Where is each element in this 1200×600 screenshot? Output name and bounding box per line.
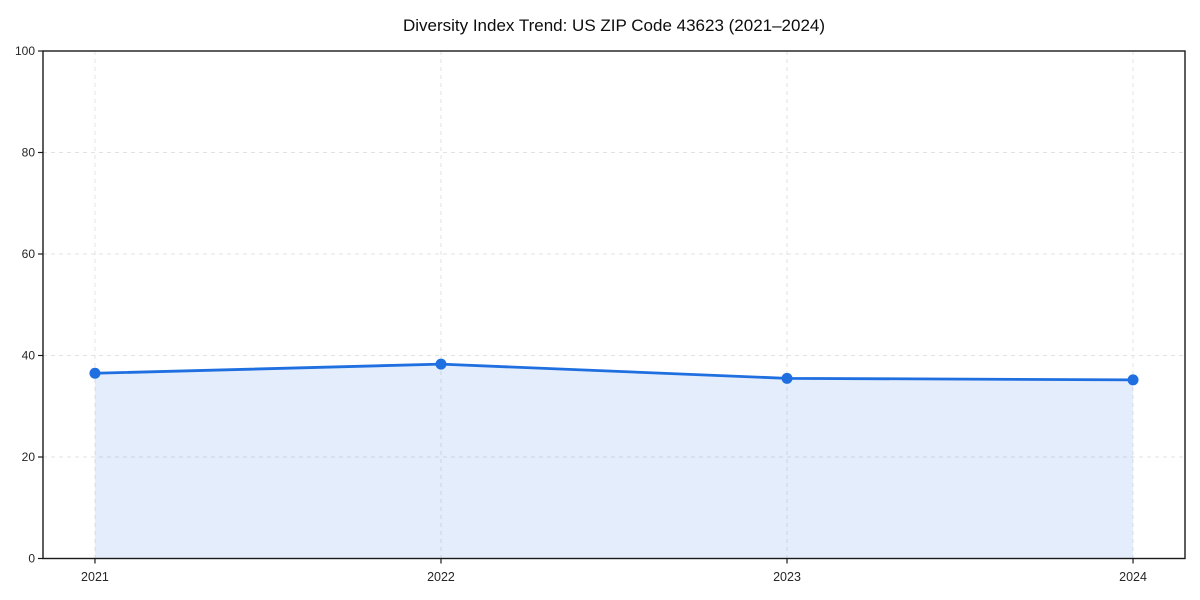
y-tick-label: 0: [28, 552, 35, 566]
data-point-2021: [89, 367, 101, 379]
x-tick-label: 2023: [773, 570, 801, 584]
data-point-2022: [435, 358, 447, 370]
y-tick-label: 60: [22, 247, 36, 261]
x-tick-label: 2021: [81, 570, 109, 584]
y-tick-label: 40: [22, 349, 36, 363]
y-tick-label: 20: [22, 450, 36, 464]
y-tick-label: 80: [22, 146, 36, 160]
x-tick-label: 2022: [427, 570, 455, 584]
plot-area-border: [42, 50, 1186, 560]
chart-title: Diversity Index Trend: US ZIP Code 43623…: [403, 16, 825, 35]
y-tick-label: 100: [15, 44, 35, 58]
trend-line: [93, 362, 1135, 382]
data-point-2023: [781, 372, 793, 384]
data-point-2024: [1127, 374, 1139, 386]
area-fill: [94, 364, 1134, 559]
x-tick-label: 2024: [1119, 570, 1147, 584]
